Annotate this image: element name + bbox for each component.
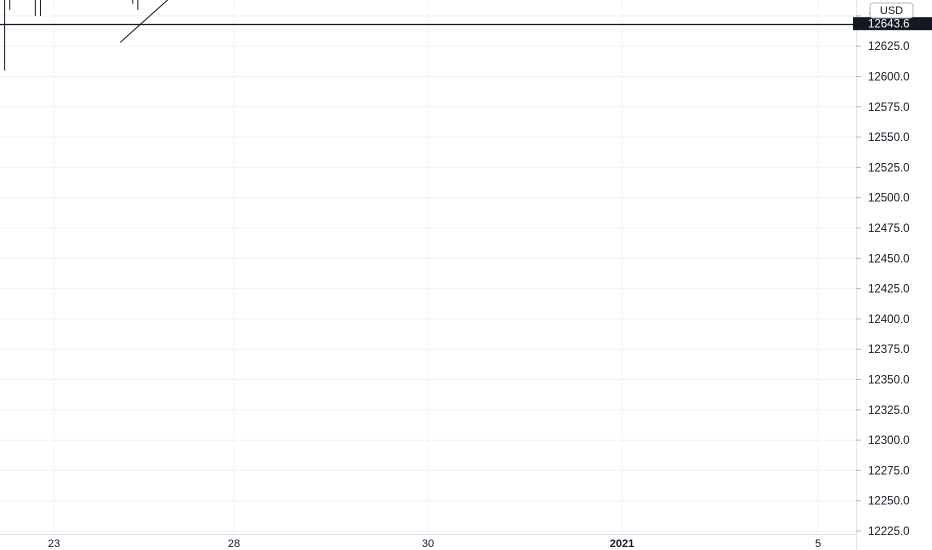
price-axis-label: 12400.0	[868, 314, 910, 326]
time-axis-label: 28	[228, 538, 240, 550]
price-axis-label: 12625.0	[868, 41, 910, 53]
candle	[4, 0, 6, 71]
price-axis-label: 12300.0	[868, 435, 910, 447]
price-axis-label: 12350.0	[868, 375, 910, 387]
time-axis-label: 2021	[610, 538, 634, 550]
price-axis-label: 12475.0	[868, 223, 910, 235]
time-axis[interactable]: 23 28 30 2021 5	[48, 538, 821, 550]
candle	[39, 0, 41, 16]
price-axis-label: 12550.0	[868, 132, 910, 144]
time-axis-label: 5	[815, 538, 821, 550]
price-axis-label: 12325.0	[868, 405, 910, 417]
level-price-tag: 12643.6	[853, 17, 932, 31]
price-axis-label: 12225.0	[868, 526, 910, 538]
level-price-tag-box	[853, 17, 932, 31]
currency-badge[interactable]: USD	[869, 2, 914, 19]
price-axis-label: 12425.0	[868, 284, 910, 296]
price-axis-label: 12525.0	[868, 162, 910, 174]
price-axis-label: 12250.0	[868, 496, 910, 508]
candles	[4, 0, 139, 71]
time-axis-label: 23	[48, 538, 60, 550]
price-tags: 12864.657:3112847.412773.712643.6	[853, 17, 932, 31]
time-axis-label: 30	[422, 538, 434, 550]
candle	[137, 0, 139, 10]
price-axis-label: 12600.0	[868, 72, 910, 84]
price-axis-label: 12275.0	[868, 465, 910, 477]
price-axis-label: 12575.0	[868, 102, 910, 114]
horizontal-levels[interactable]	[0, 0, 856, 26]
price-axis-label: 12450.0	[868, 253, 910, 265]
grid-lines	[0, 0, 856, 534]
currency-label: USD	[880, 5, 903, 17]
level-price-tag-text: 12643.6	[868, 19, 910, 31]
price-axis-label: 12375.0	[868, 344, 910, 356]
price-axis-label: 12500.0	[868, 193, 910, 205]
currency-badge-box	[869, 2, 914, 19]
